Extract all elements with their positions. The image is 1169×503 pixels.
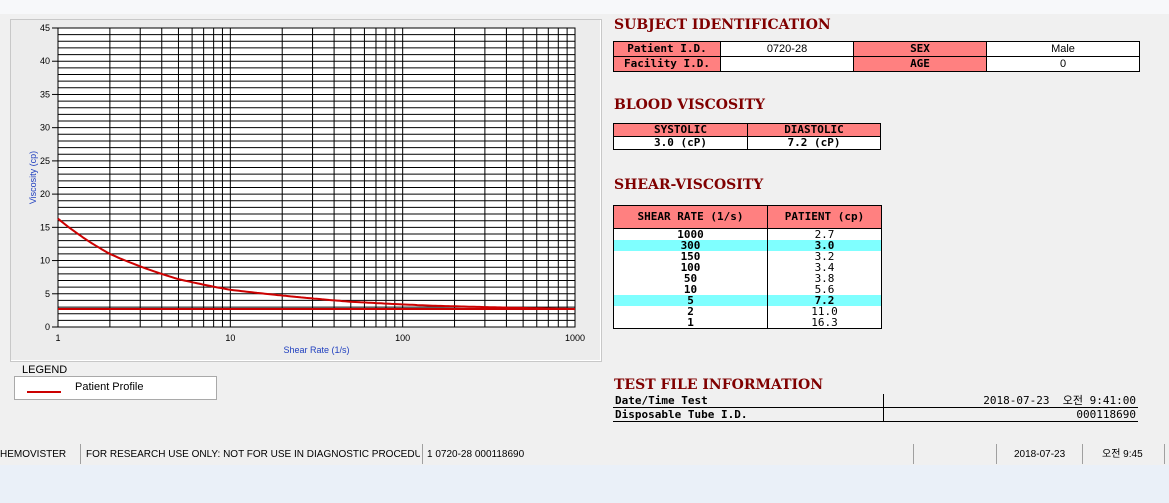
y-tick-label: 15 (40, 222, 50, 232)
systolic-label: SYSTOLIC (613, 123, 748, 137)
status-time: 오전 9:45 (1102, 449, 1143, 460)
testfile-table: Date/Time Test 2018-07-23 오전 9:41:00 Dis… (613, 394, 1138, 422)
patient-cp-header: PATIENT (cp) (767, 205, 882, 229)
testfile-title: TEST FILE INFORMATION (614, 377, 824, 393)
y-tick-label: 40 (40, 56, 50, 66)
patient-id-label: Patient I.D. (613, 41, 721, 57)
patient-cp-cell: 3.0 (767, 240, 882, 251)
systolic-value: 3.0 (cP) (613, 136, 748, 150)
shear-table: SHEAR RATE (1/s) PATIENT (cp) 1000 2.7 30… (613, 205, 882, 329)
status-notice: FOR RESEARCH USE ONLY: NOT FOR USE IN DI… (86, 449, 420, 460)
status-divider (422, 444, 423, 464)
facility-value (720, 56, 854, 72)
diastolic-label: DIASTOLIC (747, 123, 881, 137)
facility-label: Facility I.D. (613, 56, 721, 72)
subject-title: SUBJECT IDENTIFICATION (614, 17, 831, 33)
patient-cp-cell: 3.2 (767, 251, 882, 262)
blood-title: BLOOD VISCOSITY (614, 97, 766, 113)
status-app-name: HEMOVISTER (0, 449, 67, 460)
legend-line-swatch (27, 391, 61, 393)
status-divider (1164, 444, 1165, 464)
datetime-label: Date/Time Test (613, 394, 884, 408)
y-axis-label: Viscosity (cp) (28, 151, 38, 204)
patient-cp-cell: 7.2 (767, 295, 882, 306)
table-row: 5 7.2 (613, 295, 882, 306)
patient-cp-cell: 11.0 (767, 306, 882, 317)
y-tick-label: 0 (45, 322, 50, 332)
status-divider (996, 444, 997, 464)
status-bar: HEMOVISTER FOR RESEARCH USE ONLY: NOT FO… (0, 441, 1169, 465)
legend-label: Patient Profile (75, 381, 144, 393)
table-row: 1 16.3 (613, 317, 882, 329)
patient-cp-cell: 3.8 (767, 273, 882, 284)
status-divider (913, 444, 914, 464)
legend-box: Patient Profile (14, 376, 217, 400)
table-row: 10 5.6 (613, 284, 882, 295)
shear-title: SHEAR-VISCOSITY (614, 177, 764, 193)
x-axis-label: Shear Rate (1/s) (283, 345, 349, 355)
table-row: 50 3.8 (613, 273, 882, 284)
table-row: 100 3.4 (613, 262, 882, 273)
sex-label: SEX (853, 41, 987, 57)
tube-id-value: 000118690 (883, 407, 1138, 422)
tube-id-label: Disposable Tube I.D. (613, 407, 884, 422)
table-row: 1000 2.7 (613, 228, 882, 240)
age-label: AGE (853, 56, 987, 72)
datetime-value: 2018-07-23 오전 9:41:00 (883, 394, 1138, 408)
viscosity-chart-svg: 0 5 10 15 20 25 30 35 40 45 1 10 100 1000 Shear Rate (… (28, 23, 585, 355)
viscosity-chart: 0 5 10 15 20 25 30 35 40 45 1 10 100 1000 Shear Rate (… (10, 19, 602, 362)
patient-cp-cell: 3.4 (767, 262, 882, 273)
shear-rate-header: SHEAR RATE (1/s) (613, 205, 768, 229)
age-value: 0 (986, 56, 1140, 72)
table-row: 150 3.2 (613, 251, 882, 262)
x-tick-label: 100 (395, 333, 410, 343)
legend-title: LEGEND (20, 364, 70, 376)
y-tick-label: 5 (45, 289, 50, 299)
sex-value: Male (986, 41, 1140, 57)
status-file: 1 0720-28 000118690 (427, 449, 525, 460)
patient-profile-line (57, 217, 576, 311)
x-tick-label: 1 (55, 333, 60, 343)
status-date: 2018-07-23 (1014, 449, 1066, 460)
x-tick-label: 10 (225, 333, 235, 343)
table-row: 2 11.0 (613, 306, 882, 317)
patient-id-value: 0720-28 (720, 41, 854, 57)
table-row: 300 3.0 (613, 240, 882, 251)
y-tick-label: 20 (40, 189, 50, 199)
y-tick-label: 30 (40, 123, 50, 133)
y-tick-label: 35 (40, 89, 50, 99)
status-divider (1082, 444, 1083, 464)
x-tick-label: 1000 (565, 333, 585, 343)
y-tick-label: 10 (40, 256, 50, 266)
status-divider (80, 444, 81, 464)
y-tick-label: 45 (40, 23, 50, 33)
patient-cp-cell: 16.3 (767, 317, 882, 329)
patient-cp-cell: 2.7 (767, 228, 882, 240)
shear-rate-cell: 1 (613, 317, 768, 329)
top-strip (0, 0, 1169, 14)
diastolic-value: 7.2 (cP) (747, 136, 881, 150)
blood-table: SYSTOLIC DIASTOLIC 3.0 (cP) 7.2 (cP) (613, 123, 881, 150)
subject-table: Patient I.D. 0720-28 SEX Male Facility I… (613, 41, 1140, 72)
y-tick-label: 25 (40, 156, 50, 166)
patient-cp-cell: 5.6 (767, 284, 882, 295)
plot-area (57, 27, 576, 328)
